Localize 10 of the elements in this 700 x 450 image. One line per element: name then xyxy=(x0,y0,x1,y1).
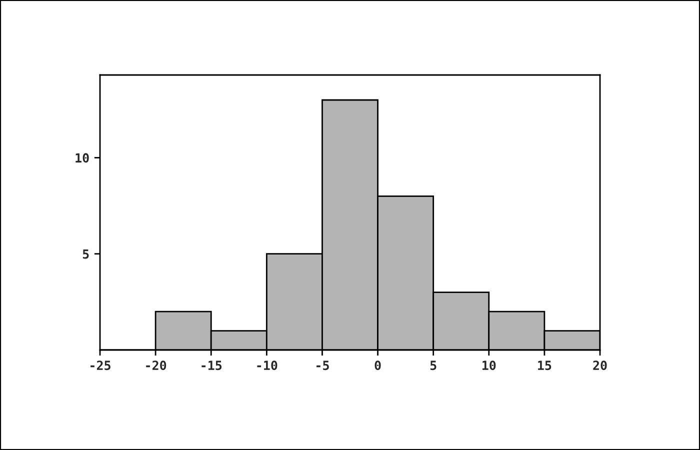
x-tick-label: -5 xyxy=(316,360,329,370)
x-tick-label: -20 xyxy=(146,360,166,370)
x-tick-label: 5 xyxy=(430,360,436,370)
x-tick-label: 20 xyxy=(593,360,607,370)
x-tick-label: 15 xyxy=(538,360,552,370)
x-tick-label: -25 xyxy=(90,360,110,370)
x-tick-label: 0 xyxy=(374,360,381,370)
x-tick-label: -15 xyxy=(202,360,222,370)
x-tick-label: -10 xyxy=(257,360,278,370)
x-tick-label: 10 xyxy=(482,360,496,370)
